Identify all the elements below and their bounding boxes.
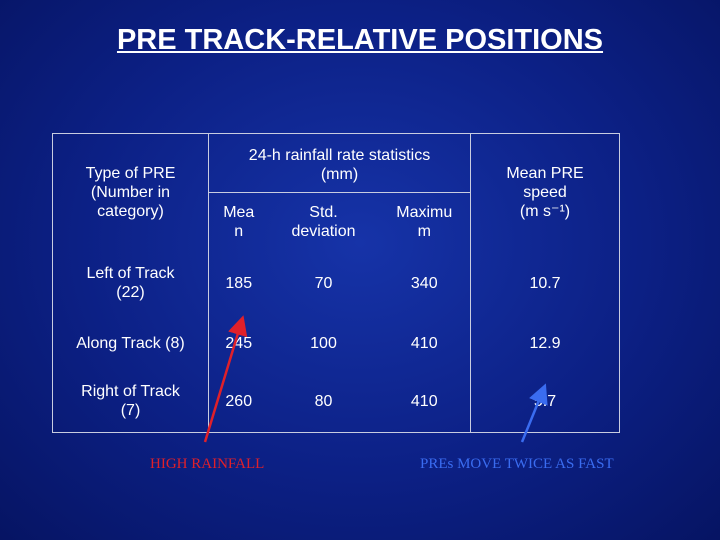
cell: 410 (410, 334, 438, 352)
cell: 260 (225, 392, 253, 410)
header-cell: Std. deviation (291, 203, 356, 240)
header-cell: Maximu m (396, 203, 453, 240)
header-cell: Type of PRE (Number in category) (52, 133, 209, 251)
annotation: HIGH RAINFALL (150, 456, 265, 472)
statistics-table: Type of PRE (Number in category) 24-h ra… (52, 133, 621, 433)
cell: 12.9 (470, 315, 620, 371)
header-cell: Mean PRE speed (m s⁻¹) (470, 133, 620, 251)
cell: 80 (314, 392, 333, 410)
red-arrow (203, 315, 248, 443)
row-label: Left of Track (22) (52, 250, 209, 316)
cell: 100 (310, 334, 337, 352)
slide-title: PRE TRACK-RELATIVE POSITIONS (116, 24, 604, 56)
cell: 185 (225, 274, 253, 292)
header-group: 24-h rainfall rate statistics (mm) (208, 133, 471, 193)
cell: 70 (314, 274, 333, 292)
blue-arrow (520, 383, 548, 443)
annotation: PREs MOVE TWICE AS FAST (420, 456, 614, 472)
cell: 10.7 (470, 250, 620, 316)
row-label: Right of Track (7) (52, 370, 209, 433)
cell: 340 (410, 274, 438, 292)
row-label: Along Track (8) (52, 315, 209, 371)
cell: 410 (410, 392, 438, 410)
cell: 245 (225, 334, 253, 352)
header-cell: Mea n (223, 203, 255, 240)
